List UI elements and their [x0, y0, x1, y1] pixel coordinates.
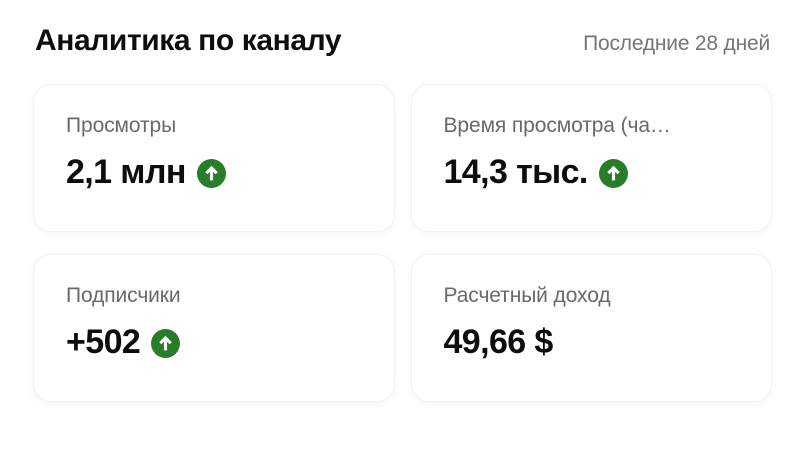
stat-card-revenue[interactable]: Расчетный доход 49,66 $ — [410, 254, 772, 402]
stat-card-watch-time[interactable]: Время просмотра (ча… 14,3 тыс. — [410, 84, 772, 232]
stat-label: Время просмотра (ча… — [443, 114, 671, 137]
stat-label: Расчетный доход — [443, 284, 611, 307]
panel-header: Аналитика по каналу Последние 28 дней — [33, 20, 772, 58]
stat-value: 2,1 млн — [66, 153, 186, 191]
trend-up-icon — [598, 159, 628, 188]
trend-up-icon — [151, 329, 181, 358]
stat-value: 14,3 тыс. — [443, 153, 589, 191]
stat-card-subscribers[interactable]: Подписчики +502 — [33, 254, 395, 402]
stat-value: +502 — [66, 323, 141, 361]
stat-label: Подписчики — [66, 284, 181, 307]
date-range-label: Последние 28 дней — [583, 32, 770, 55]
stat-value: 49,66 $ — [443, 323, 554, 361]
page-title: Аналитика по каналу — [35, 24, 342, 57]
stat-value-row: +502 — [66, 323, 364, 362]
stat-label: Просмотры — [66, 114, 177, 137]
stat-value-row: 14,3 тыс. — [444, 153, 742, 192]
trend-up-icon — [196, 159, 226, 188]
stat-value-row: 49,66 $ — [444, 323, 742, 362]
stats-grid: Просмотры 2,1 млн Время просмотра (ча… 1… — [33, 84, 772, 402]
stat-card-views[interactable]: Просмотры 2,1 млн — [33, 84, 395, 232]
stat-value-row: 2,1 млн — [66, 153, 364, 192]
